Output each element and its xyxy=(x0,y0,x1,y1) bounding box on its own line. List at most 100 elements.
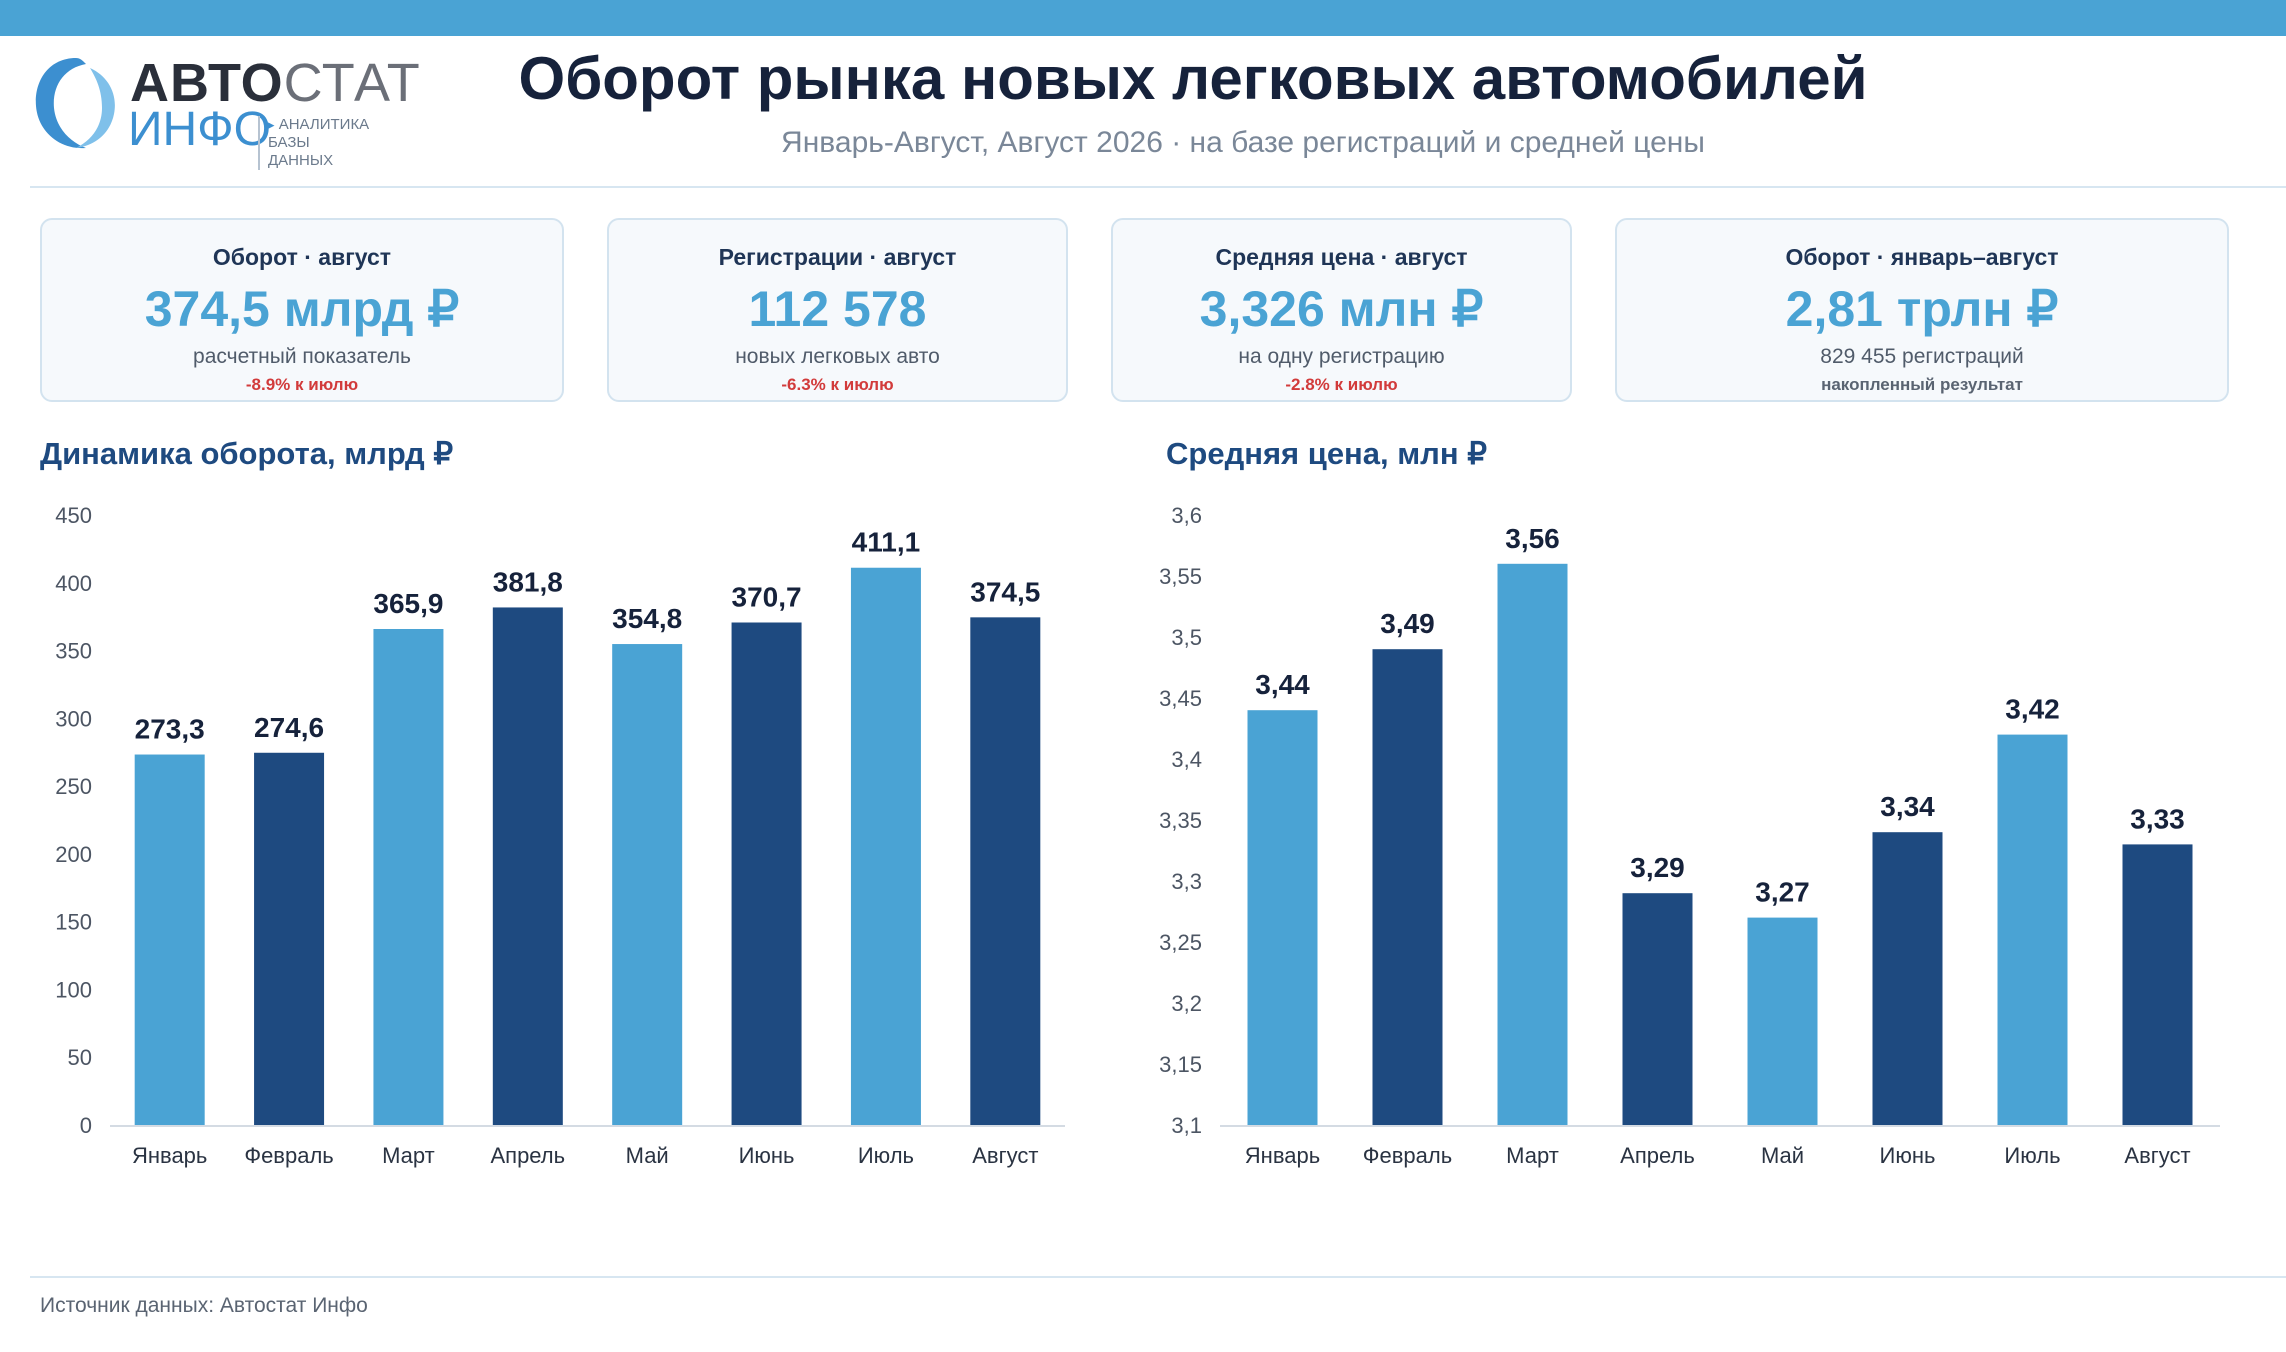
kpi-label: Средняя цена · август xyxy=(1215,244,1468,270)
bar xyxy=(1872,832,1943,1125)
page-subtitle: Январь-Август, Август 2026 · на базе рег… xyxy=(781,126,1705,159)
bar xyxy=(2122,844,2193,1125)
data-label: 3,42 xyxy=(2005,694,2060,725)
data-label: 370,7 xyxy=(732,581,802,612)
kpi-delta: накопленный результат xyxy=(1821,375,2023,394)
data-label: 274,6 xyxy=(254,712,324,743)
kpi-note: новых легковых авто xyxy=(735,345,940,368)
y-tick-label: 3,3 xyxy=(1171,869,1202,894)
kpi-label: Оборот · январь–август xyxy=(1785,244,2059,270)
kpi-card-avg-price-august: Средняя цена · август 3,326 млн ₽ на одн… xyxy=(1111,218,1572,402)
y-tick-label: 450 xyxy=(55,503,92,528)
kpi-note: расчетный показатель xyxy=(193,345,411,368)
data-label: 411,1 xyxy=(852,527,921,558)
top-accent-bar xyxy=(0,0,2286,36)
kpi-value: 3,326 млн ₽ xyxy=(1199,281,1484,337)
y-tick-label: 150 xyxy=(55,910,92,935)
y-tick-label: 250 xyxy=(55,774,92,799)
y-tick-label: 3,1 xyxy=(1171,1113,1202,1138)
logo-wordmark-top: АВТОСТАТ xyxy=(130,53,421,113)
kpi-label: Регистрации · август xyxy=(718,244,957,270)
kpi-value: 2,81 трлн ₽ xyxy=(1785,281,2059,337)
kpi-label: Оборот · август xyxy=(212,244,392,270)
chart-title-turnover: Динамика оборота, млрд ₽ xyxy=(40,436,454,471)
x-tick-label: Апрель xyxy=(490,1143,565,1168)
y-tick-label: 50 xyxy=(68,1045,92,1070)
page-title: Оборот рынка новых легковых автомобилей xyxy=(518,45,1868,112)
x-tick-label: Апрель xyxy=(1620,1143,1695,1168)
bar xyxy=(1747,917,1818,1125)
data-source-note: Источник данных: Автостат Инфо xyxy=(40,1294,368,1317)
x-tick-label: Июль xyxy=(858,1143,914,1168)
data-label: 3,34 xyxy=(1880,791,1935,822)
bar xyxy=(254,752,325,1125)
y-tick-label: 3,35 xyxy=(1159,808,1202,833)
y-tick-label: 200 xyxy=(55,842,92,867)
x-tick-label: Март xyxy=(382,1143,435,1168)
x-tick-label: Август xyxy=(2124,1143,2190,1168)
data-label: 3,33 xyxy=(2130,803,2185,834)
kpi-card-registrations-august: Регистрации · август 112 578 новых легко… xyxy=(607,218,1068,402)
bar xyxy=(731,622,802,1125)
data-label: 273,3 xyxy=(135,714,205,745)
bar xyxy=(1247,710,1318,1125)
logo-marker: ▸ xyxy=(268,117,275,132)
data-label: 3,56 xyxy=(1505,523,1560,554)
y-tick-label: 0 xyxy=(80,1113,92,1138)
bar xyxy=(612,644,683,1125)
x-tick-label: Август xyxy=(972,1143,1038,1168)
data-label: 381,8 xyxy=(493,566,563,597)
kpi-delta: -8.9% к июлю xyxy=(245,375,359,394)
x-tick-label: Июнь xyxy=(739,1143,795,1168)
data-label: 3,29 xyxy=(1630,852,1685,883)
kpi-value: 374,5 млрд ₽ xyxy=(144,281,460,337)
kpi-note: 829 455 регистраций xyxy=(1820,345,2024,368)
kpi-card-turnover-ytd: Оборот · январь–август 2,81 трлн ₽ 829 4… xyxy=(1615,218,2229,402)
x-tick-label: Май xyxy=(626,1143,669,1168)
y-tick-label: 3,25 xyxy=(1159,930,1202,955)
y-tick-label: 3,45 xyxy=(1159,686,1202,711)
bar xyxy=(970,617,1041,1125)
kpi-note: на одну регистрацию xyxy=(1238,345,1445,368)
logo-swirl-icon xyxy=(35,58,115,149)
x-tick-label: Январь xyxy=(1245,1143,1320,1168)
y-tick-label: 3,2 xyxy=(1171,991,1202,1016)
bar xyxy=(1497,563,1568,1125)
footer-divider xyxy=(30,1276,2286,1278)
logo-tagline: ▸ АНАЛИТИКА БАЗЫ ДАННЫХ xyxy=(258,116,370,170)
x-tick-label: Февраль xyxy=(1363,1143,1452,1168)
y-tick-label: 3,15 xyxy=(1159,1052,1202,1077)
bar xyxy=(134,754,205,1125)
kpi-delta: -6.3% к июлю xyxy=(781,375,894,394)
bar xyxy=(1622,893,1693,1125)
kpi-value: 112 578 xyxy=(748,281,927,337)
x-tick-label: Февраль xyxy=(244,1143,333,1168)
y-tick-label: 400 xyxy=(55,571,92,596)
y-tick-label: 3,55 xyxy=(1159,564,1202,589)
bar xyxy=(850,567,921,1125)
data-label: 354,8 xyxy=(612,603,682,634)
y-tick-label: 3,5 xyxy=(1171,625,1202,650)
avg-price-bar-chart: 3,1 3,15 3,2 3,25 3,3 3,35 3,4 3,45 3,5 3,55 3,6 3,… xyxy=(1159,503,2220,1168)
kpi-card-turnover-august: Оборот · август 374,5 млрд ₽ расчетный п… xyxy=(40,218,564,402)
turnover-bar-chart: 0 50 100 150 200 250 300 350 400 450 273,3 Январь 27… xyxy=(55,503,1065,1168)
autostat-logo: АВТОСТАТ ИНФО ▸ АНАЛИТИКА БАЗЫ ДАННЫХ xyxy=(30,50,420,170)
data-label: 365,9 xyxy=(373,588,443,619)
x-tick-label: Январь xyxy=(132,1143,207,1168)
bar xyxy=(373,629,444,1125)
x-tick-label: Март xyxy=(1506,1143,1559,1168)
data-label: 3,27 xyxy=(1755,877,1810,908)
data-label: 374,5 xyxy=(970,576,1040,607)
y-tick-label: 3,4 xyxy=(1171,747,1202,772)
x-tick-label: Июль xyxy=(2004,1143,2060,1168)
header-divider xyxy=(30,186,2286,188)
y-tick-label: 300 xyxy=(55,706,92,731)
data-label: 3,44 xyxy=(1255,669,1310,700)
data-label: 3,49 xyxy=(1380,608,1435,639)
x-tick-label: Июнь xyxy=(1880,1143,1936,1168)
y-tick-label: 100 xyxy=(55,977,92,1002)
kpi-delta: -2.8% к июлю xyxy=(1285,375,1398,394)
y-tick-label: 350 xyxy=(55,639,92,664)
chart-title-avg-price: Средняя цена, млн ₽ xyxy=(1166,436,1487,471)
bar xyxy=(1997,734,2068,1125)
